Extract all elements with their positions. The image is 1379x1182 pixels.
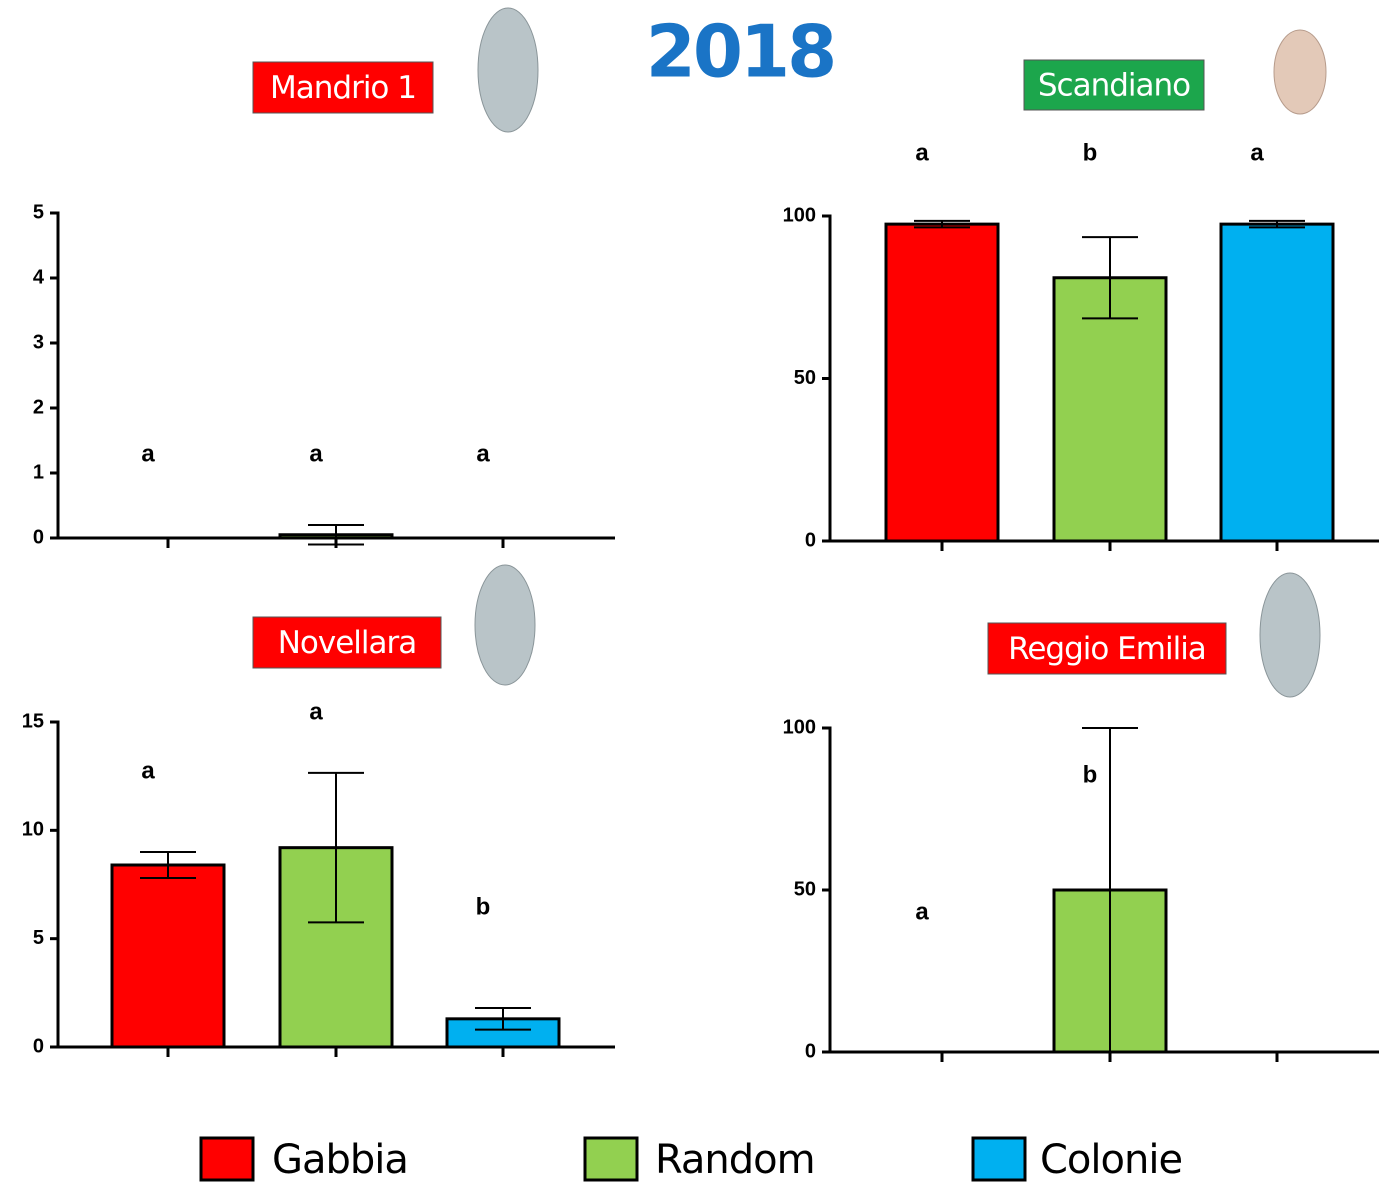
panel-title-box <box>252 616 442 669</box>
bar <box>1052 276 1168 543</box>
legend-swatch <box>199 1136 255 1182</box>
y-tick-label: 100 <box>783 204 816 226</box>
y-tick-label: 0 <box>805 529 816 551</box>
insect-icon <box>1259 572 1321 698</box>
significance-letter: a <box>915 898 929 925</box>
significance-letter: b <box>1083 139 1098 166</box>
insect-icon <box>474 564 536 686</box>
y-tick-label: 3 <box>33 331 44 353</box>
bar <box>884 222 1000 543</box>
panel-title: Reggio Emilia <box>1008 631 1206 667</box>
significance-letter: a <box>915 139 929 166</box>
significance-letter: b <box>476 893 491 920</box>
legend-label: Gabbia <box>272 1137 408 1182</box>
panel-title-box <box>987 622 1227 675</box>
panel-title-box <box>252 61 434 114</box>
insect-icon <box>477 7 539 133</box>
y-tick-label: 5 <box>33 927 44 949</box>
significance-letter: a <box>309 440 323 467</box>
y-tick-label: 10 <box>22 819 44 841</box>
y-tick-label: 50 <box>794 878 816 900</box>
insect-icons <box>474 7 1327 698</box>
y-tick-label: 2 <box>33 396 44 418</box>
figure-title: 2018 <box>646 10 834 94</box>
insect-icon <box>1273 29 1327 115</box>
y-tick-label: 5 <box>33 201 44 223</box>
panel-title-box <box>1023 59 1205 111</box>
legend-label: Random <box>655 1137 815 1182</box>
significance-letter: a <box>476 440 490 467</box>
significance-letter: a <box>1250 139 1264 166</box>
panel-title: Mandrio 1 <box>270 70 416 106</box>
y-tick-label: 15 <box>22 710 44 732</box>
y-tick-label: 4 <box>33 266 45 288</box>
legend-swatch <box>971 1136 1027 1182</box>
y-tick-label: 1 <box>33 461 44 483</box>
significance-letter: a <box>309 698 323 725</box>
y-tick-label: 50 <box>794 367 816 389</box>
significance-letter: a <box>141 757 155 784</box>
significance-letter: b <box>1083 761 1098 788</box>
y-tick-label: 100 <box>783 716 816 738</box>
significance-letter: a <box>141 440 155 467</box>
y-tick-label: 0 <box>805 1040 816 1062</box>
legend-label: Colonie <box>1040 1137 1182 1182</box>
bar <box>1219 222 1335 543</box>
bar <box>110 863 226 1049</box>
legend-swatch <box>583 1136 639 1182</box>
panel-title: Scandiano <box>1038 68 1190 104</box>
y-tick-label: 0 <box>33 526 44 548</box>
y-tick-label: 0 <box>33 1035 44 1057</box>
panel-title: Novellara <box>278 625 417 661</box>
